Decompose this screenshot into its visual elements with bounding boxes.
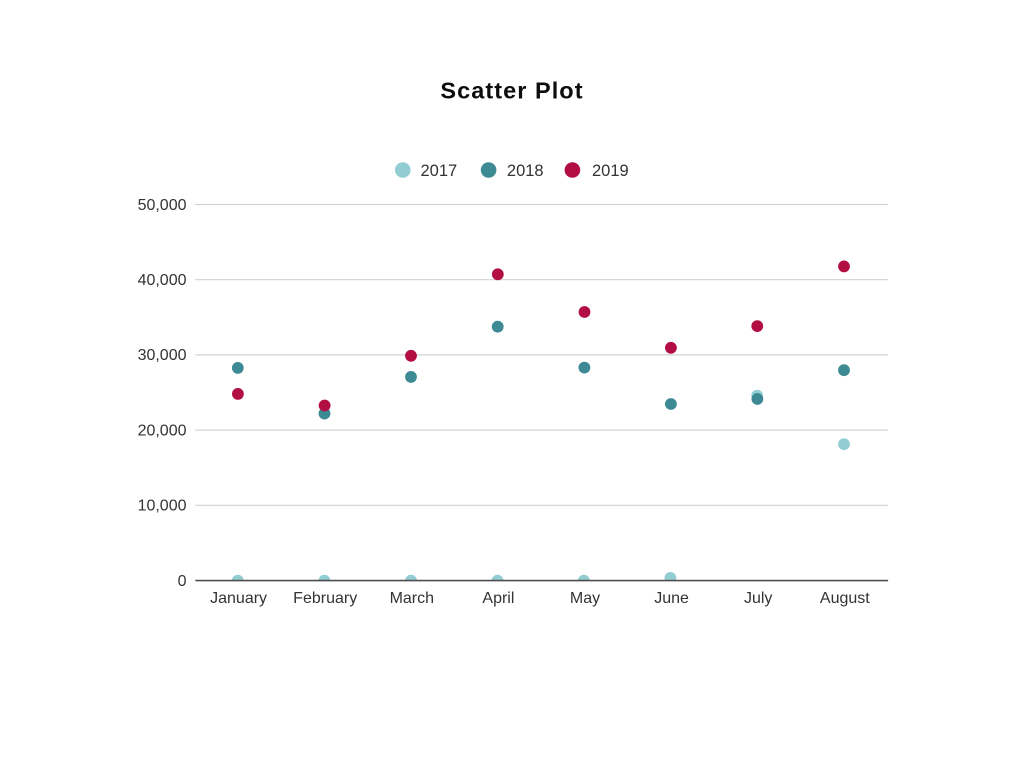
svg-text:40,000: 40,000 [138, 272, 187, 289]
svg-text:April: April [482, 590, 514, 607]
svg-text:30,000: 30,000 [138, 347, 187, 364]
svg-text:March: March [390, 590, 434, 607]
svg-text:2019: 2019 [592, 162, 629, 180]
svg-text:2017: 2017 [421, 162, 458, 180]
svg-text:July: July [744, 590, 772, 607]
svg-text:February: February [293, 590, 357, 607]
svg-text:May: May [570, 590, 600, 607]
svg-text:August: August [820, 590, 870, 607]
svg-text:0: 0 [178, 573, 187, 590]
svg-text:10,000: 10,000 [138, 498, 187, 515]
svg-text:50,000: 50,000 [138, 197, 187, 214]
svg-text:January: January [210, 590, 267, 607]
svg-text:2018: 2018 [507, 162, 544, 180]
svg-text:Scatter Plot: Scatter Plot [440, 78, 583, 104]
svg-text:20,000: 20,000 [138, 422, 187, 439]
svg-text:June: June [654, 590, 689, 607]
